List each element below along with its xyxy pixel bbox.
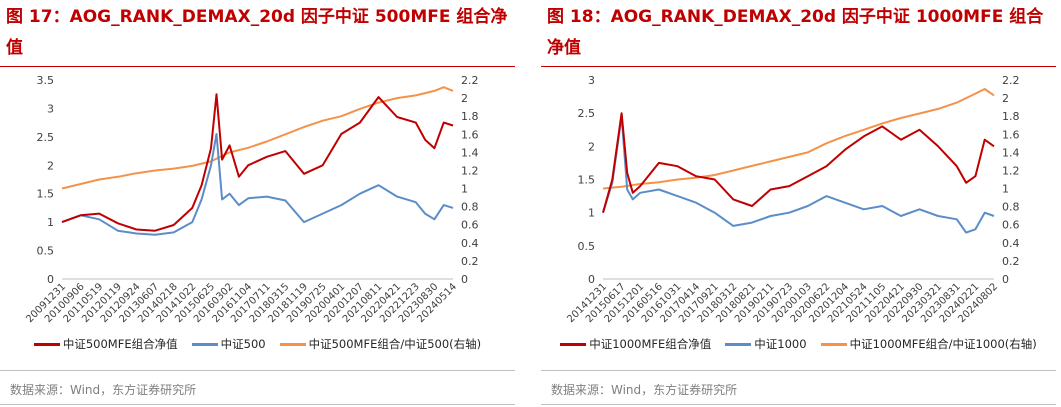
y-left-tick-label: 1 bbox=[47, 216, 54, 229]
legend-swatch-index bbox=[191, 342, 218, 346]
y-right-tick-label: 2.2 bbox=[461, 74, 479, 87]
y-right-tick-label: 1 bbox=[1002, 183, 1009, 196]
legend-item-index: 中证1000 bbox=[725, 336, 807, 352]
chart-title: 图 18：AOG_RANK_DEMAX_20d 因子中证 1000MFE 组合净… bbox=[547, 7, 1044, 58]
y-left-tick-label: 2.5 bbox=[578, 107, 596, 120]
series-line-nav bbox=[602, 112, 995, 213]
line-chart-1000: 0 0.5 1 1.5 2 2.5 3 0 0.2 0.4 0.6 0.8 1 1.2 1.4 1.6 1.8 2… bbox=[565, 74, 1020, 325]
y-right-tick-label: 1 bbox=[461, 183, 468, 196]
legend-item-ratio: 中证500MFE组合/中证500(右轴) bbox=[279, 336, 482, 352]
source-note: 数据来源：Wind，东方证券研究所 bbox=[551, 383, 738, 397]
y-left-tick-label: 3 bbox=[588, 74, 595, 87]
y-right-tick-label: 0.4 bbox=[461, 237, 479, 250]
legend-label-nav: 中证1000MFE组合净值 bbox=[589, 337, 712, 351]
y-left-tick-label: 0.5 bbox=[578, 240, 596, 253]
y-right-tick-label: 0.8 bbox=[461, 201, 479, 214]
y-right-tick-label: 1.6 bbox=[461, 128, 479, 141]
legend-label-ratio: 中证500MFE组合/中证500(右轴) bbox=[308, 337, 482, 351]
y-right-tick-label: 1.6 bbox=[1002, 128, 1020, 141]
legend-swatch-index bbox=[725, 342, 752, 346]
bottom-divider bbox=[0, 404, 515, 405]
legend-swatch-ratio bbox=[820, 342, 847, 346]
y-right-tick-label: 1.4 bbox=[461, 146, 479, 159]
legend-item-ratio: 中证1000MFE组合/中证1000(右轴) bbox=[820, 336, 1037, 352]
y-right-tick-label: 0.6 bbox=[461, 219, 479, 232]
y-right-tick-label: 2 bbox=[461, 92, 468, 105]
y-right-tick-label: 0.2 bbox=[1002, 255, 1020, 268]
y-left-tick-label: 2.5 bbox=[37, 131, 55, 144]
y-left-tick-label: 0.5 bbox=[37, 245, 55, 258]
legend-item-nav: 中证500MFE组合净值 bbox=[33, 336, 178, 352]
legend-swatch-ratio bbox=[279, 342, 306, 346]
y-left-tick-label: 2 bbox=[588, 140, 595, 153]
y-right-tick-label: 0 bbox=[1002, 273, 1009, 286]
series-line-index bbox=[61, 133, 454, 236]
y-left-tick-label: 0 bbox=[588, 273, 595, 286]
source-divider bbox=[541, 370, 1056, 371]
y-right-tick-label: 2.2 bbox=[1002, 74, 1020, 87]
y-right-tick-label: 2 bbox=[1002, 92, 1009, 105]
legend-swatch-nav bbox=[560, 342, 587, 346]
source-note: 数据来源：Wind，东方证券研究所 bbox=[10, 383, 197, 397]
y-right-tick-label: 1.4 bbox=[1002, 146, 1020, 159]
bottom-divider bbox=[541, 404, 1056, 405]
source-divider bbox=[0, 370, 515, 371]
legend-label-ratio: 中证1000MFE组合/中证1000(右轴) bbox=[849, 337, 1037, 351]
y-left-tick-label: 3 bbox=[47, 102, 54, 115]
y-right-tick-label: 0.2 bbox=[461, 255, 479, 268]
y-right-tick-label: 0.4 bbox=[1002, 237, 1020, 250]
y-right-tick-label: 1.2 bbox=[461, 164, 479, 177]
legend-item-index: 中证500 bbox=[191, 336, 266, 352]
series-line-ratio bbox=[61, 86, 454, 190]
y-right-tick-label: 1.8 bbox=[461, 110, 479, 123]
title-divider bbox=[541, 66, 1056, 67]
series-line-nav bbox=[61, 93, 454, 232]
legend-label-nav: 中证500MFE组合净值 bbox=[62, 337, 178, 351]
y-right-tick-label: 1.8 bbox=[1002, 110, 1020, 123]
legend-swatch-nav bbox=[33, 342, 60, 346]
y-right-tick-label: 0.6 bbox=[1002, 219, 1020, 232]
y-right-tick-label: 1.2 bbox=[1002, 164, 1020, 177]
y-left-tick-label: 1.5 bbox=[37, 188, 55, 201]
title-divider bbox=[0, 66, 515, 67]
legend-item-nav: 中证1000MFE组合净值 bbox=[560, 336, 711, 352]
chart-panel-500: 图 17：AOG_RANK_DEMAX_20d 因子中证 500MFE 组合净值… bbox=[0, 0, 520, 407]
y-left-tick-label: 2 bbox=[47, 159, 54, 172]
y-left-tick-label: 1 bbox=[588, 207, 595, 220]
series-line-ratio bbox=[602, 88, 995, 190]
y-right-tick-label: 0 bbox=[461, 273, 468, 286]
chart-legend: 中证500MFE组合净值 中证500 中证500MFE组合/中证500(右轴) bbox=[0, 336, 515, 352]
y-left-tick-label: 3.5 bbox=[37, 74, 55, 87]
line-chart-500: 0 0.5 1 1.5 2 2.5 3 3.5 0 0.2 0.4 0.6 0.8 1 1.2 1.4 1.6 1… bbox=[24, 74, 479, 325]
chart-legend: 中证1000MFE组合净值 中证1000 中证1000MFE组合/中证1000(… bbox=[541, 336, 1056, 352]
legend-label-index: 中证500 bbox=[220, 337, 266, 351]
chart-panel-1000: 图 18：AOG_RANK_DEMAX_20d 因子中证 1000MFE 组合净… bbox=[541, 0, 1061, 407]
series-line-index bbox=[602, 115, 995, 234]
y-left-tick-label: 0 bbox=[47, 273, 54, 286]
y-right-tick-label: 0.8 bbox=[1002, 201, 1020, 214]
legend-label-index: 中证1000 bbox=[754, 337, 807, 351]
y-left-tick-label: 1.5 bbox=[578, 174, 596, 187]
chart-title: 图 17：AOG_RANK_DEMAX_20d 因子中证 500MFE 组合净值 bbox=[6, 7, 508, 58]
